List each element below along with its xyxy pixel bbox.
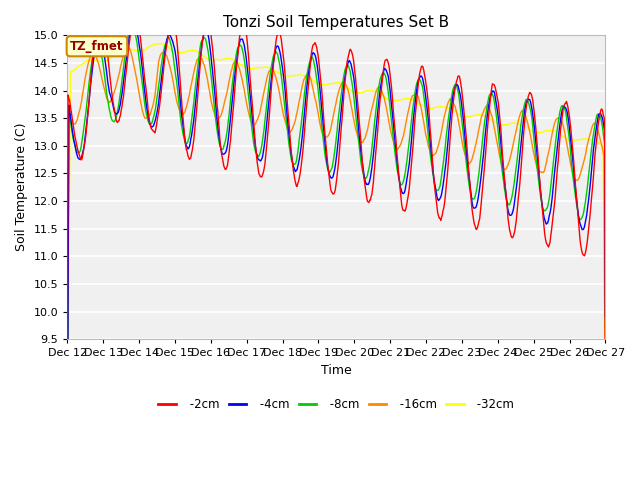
Text: TZ_fmet: TZ_fmet: [70, 40, 124, 53]
Legend:  -2cm,  -4cm,  -8cm,  -16cm,  -32cm: -2cm, -4cm, -8cm, -16cm, -32cm: [154, 394, 519, 416]
Y-axis label: Soil Temperature (C): Soil Temperature (C): [15, 123, 28, 252]
Title: Tonzi Soil Temperatures Set B: Tonzi Soil Temperatures Set B: [223, 15, 449, 30]
X-axis label: Time: Time: [321, 364, 352, 377]
